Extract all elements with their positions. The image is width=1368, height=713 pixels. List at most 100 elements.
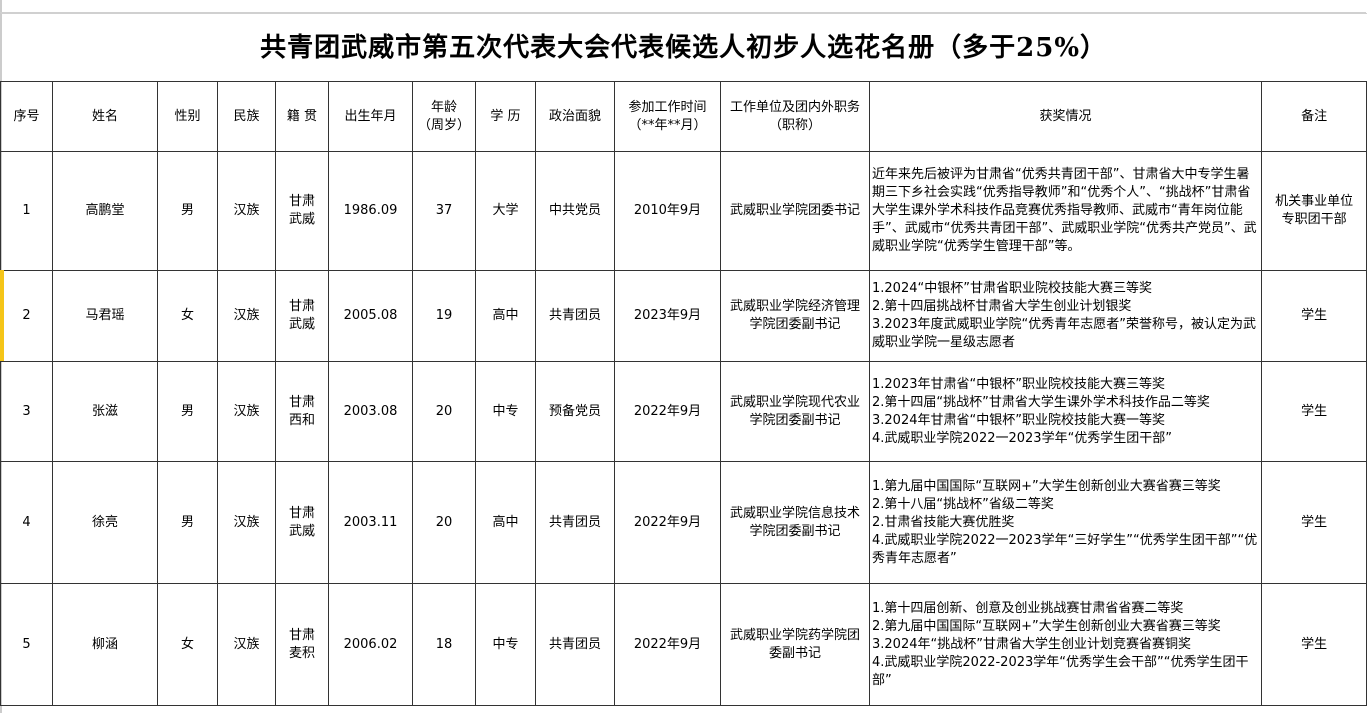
cell-education[interactable]: 大学 [475,151,536,271]
cell-ethnicity[interactable]: 汉族 [217,461,276,584]
cell-political[interactable]: 共青团员 [535,583,615,706]
cell-age[interactable]: 19 [412,270,476,362]
cell-age[interactable]: 20 [412,361,476,462]
header-political[interactable]: 政治面貌 [535,81,615,152]
cell-remark[interactable]: 学生 [1260,270,1368,362]
header-ethnicity[interactable]: 民族 [217,81,276,152]
table-row: 1 高鹏堂男汉族 甘肃 武威 1986.09 37 大学 中共党员 2010年9月 武威职业学院… [0,151,1368,271]
cell-ethnicity[interactable]: 汉族 [217,583,276,706]
cell-name[interactable]: 高鹏堂 [52,151,158,271]
cell-education[interactable]: 高中 [475,270,536,362]
award-item: 1.2024“中银杯”甘肃省职业院校技能大赛三等奖 [872,281,1152,296]
header-age[interactable]: 年龄 （周岁） [412,81,476,152]
selected-row-marker [0,270,4,361]
cell-name[interactable]: 马君瑶 [52,270,158,362]
cell-work-start[interactable]: 2022年9月 [614,461,721,584]
header-awards[interactable]: 获奖情况 [869,81,1262,152]
roster-table: 共青团武威市第五次代表大会代表候选人初步人选花名册（多于25%） 序号 姓名 性别民… [0,13,1368,706]
sheet-title[interactable]: 共青团武威市第五次代表大会代表候选人初步人选花名册（多于25%） [0,13,1367,82]
cell-origin[interactable]: 甘肃 西和 [275,361,329,462]
cell-name[interactable]: 徐亮 [52,461,158,584]
cell-education[interactable]: 中专 [475,583,536,706]
award-item: 4.武威职业学院2022一2023学年“三好学生”“优秀学生团干部”“优秀青年志… [872,532,1258,566]
cell-political[interactable]: 预备党员 [535,361,615,462]
cell-ethnicity[interactable]: 汉族 [217,361,276,462]
cell-position[interactable]: 武威职业学院经济管理学院团委副书记 [720,270,870,362]
cell-no[interactable]: 1 [0,151,53,271]
header-origin[interactable]: 籍 贯 [275,81,329,152]
award-item: 4.武威职业学院2022一2023学年“优秀学生团干部” [872,430,1173,446]
cell-education[interactable]: 高中 [475,461,536,584]
cell-age[interactable]: 18 [412,583,476,706]
cell-origin[interactable]: 甘肃 武威 [275,151,329,271]
cell-no[interactable]: 3 [0,361,53,462]
cell-birth[interactable]: 2003.08 [328,361,413,462]
award-item: 1.2023年甘肃省“中银杯”职业院校技能大赛三等奖 [872,376,1165,392]
award-item: 1.第九届中国国际“互联网+”大学生创新创业大赛省赛三等奖 [872,478,1221,494]
cell-awards[interactable]: 1.2024“中银杯”甘肃省职业院校技能大赛三等奖 2.第十四届挑战杯甘肃省大学生… [869,270,1262,362]
cell-awards[interactable]: 1.第十四届创新、创意及创业挑战赛甘肃省省赛二等奖 2.第九届中国国际“互联网+”… [869,583,1262,706]
cell-age[interactable]: 20 [412,461,476,584]
cell-awards[interactable]: 1.2023年甘肃省“中银杯”职业院校技能大赛三等奖 2.第十四届“挑战杯”甘肃省… [869,361,1262,462]
header-work-start[interactable]: 参加工作时间 （**年**月） [614,81,721,152]
cell-political[interactable]: 中共党员 [535,151,615,271]
cell-work-start[interactable]: 2023年9月 [614,270,721,362]
cell-education[interactable]: 中专 [475,361,536,462]
cell-gender[interactable]: 男 [157,461,218,584]
award-item: 近年来先后被评为甘肃省“优秀共青团干部”、甘肃省大中专学生暑期三下乡社会实践“优… [872,167,1257,254]
hidden-row-strip [0,0,1366,13]
cell-awards[interactable]: 1.第九届中国国际“互联网+”大学生创新创业大赛省赛三等奖 2.第十八届“挑战杯”… [869,461,1262,584]
cell-no[interactable]: 5 [0,583,53,706]
header-remark[interactable]: 备注 [1260,81,1368,152]
cell-gender[interactable]: 女 [157,270,218,362]
cell-age[interactable]: 37 [412,151,476,271]
award-item: 1.第十四届创新、创意及创业挑战赛甘肃省省赛二等奖 [872,600,1184,616]
cell-ethnicity[interactable]: 汉族 [217,270,276,362]
cell-remark[interactable]: 学生 [1260,583,1368,706]
cell-origin[interactable]: 甘肃 麦积 [275,583,329,706]
award-item: 4.武威职业学院2022-2023学年“优秀学生会干部”“优秀学生团干部” [872,654,1249,688]
cell-ethnicity[interactable]: 汉族 [217,151,276,271]
cell-birth[interactable]: 1986.09 [328,151,413,271]
cell-position[interactable]: 武威职业学院药学院团委副书记 [720,583,870,706]
cell-awards[interactable]: 近年来先后被评为甘肃省“优秀共青团干部”、甘肃省大中专学生暑期三下乡社会实践“优… [869,151,1262,271]
header-birth[interactable]: 出生年月 [328,81,413,152]
cell-gender[interactable]: 男 [157,151,218,271]
cell-birth[interactable]: 2003.11 [328,461,413,584]
cell-name[interactable]: 柳涵 [52,583,158,706]
award-item: 2.第十八届“挑战杯”省级二等奖 [872,496,1054,512]
cell-political[interactable]: 共青团员 [535,461,615,584]
cell-origin[interactable]: 甘肃 武威 [275,461,329,584]
table-row: 5 柳涵女汉族 甘肃 麦积 2006.02 18 中专 共青团员 2022年9月 武威职业学院药… [0,583,1368,706]
table-row: 2 马君瑶女汉族 甘肃 武威 2005.08 19 高中 共青团员 2023年9月 武威职业学院… [0,270,1368,362]
cell-gender[interactable]: 女 [157,583,218,706]
cell-birth[interactable]: 2006.02 [328,583,413,706]
cell-work-start[interactable]: 2022年9月 [614,361,721,462]
cell-no[interactable]: 2 [0,270,53,362]
cell-position[interactable]: 武威职业学院现代农业学院团委副书记 [720,361,870,462]
cell-work-start[interactable]: 2022年9月 [614,583,721,706]
cell-origin[interactable]: 甘肃 武威 [275,270,329,362]
header-position[interactable]: 工作单位及团内外职务（职称） [720,81,870,152]
cell-birth[interactable]: 2005.08 [328,270,413,362]
cell-remark[interactable]: 学生 [1260,361,1368,462]
cell-position[interactable]: 武威职业学院团委书记 [720,151,870,271]
cell-work-start[interactable]: 2010年9月 [614,151,721,271]
header-name[interactable]: 姓名 [52,81,158,152]
award-item: 3.2024年“挑战杯”甘肃省大学生创业计划竞赛省赛铜奖 [872,636,1191,652]
cell-name[interactable]: 张滋 [52,361,158,462]
header-education[interactable]: 学 历 [475,81,536,152]
header-no[interactable]: 序号 [0,81,53,152]
award-item: 3.2023年度武威职业学院“优秀青年志愿者”荣誉称号，被认定为武威职业学院一星… [872,317,1256,350]
cell-remark[interactable]: 学生 [1260,461,1368,584]
cell-no[interactable]: 4 [0,461,53,584]
award-item: 2.甘肃省技能大赛优胜奖 [872,514,1015,530]
header-gender[interactable]: 性别 [157,81,218,152]
cell-remark[interactable]: 机关事业单位专职团干部 [1260,151,1368,271]
award-item: 2.第九届中国国际“互联网+”大学生创新创业大赛省赛三等奖 [872,618,1221,634]
cell-political[interactable]: 共青团员 [535,270,615,362]
cell-position[interactable]: 武威职业学院信息技术学院团委副书记 [720,461,870,584]
award-item: 2.第十四届挑战杯甘肃省大学生创业计划银奖 [872,299,1132,314]
cell-gender[interactable]: 男 [157,361,218,462]
